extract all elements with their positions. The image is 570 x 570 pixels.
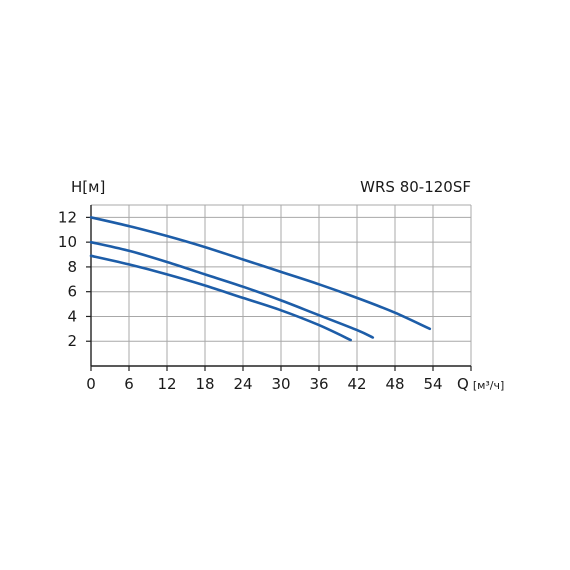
y-tick-label: 10 <box>58 233 77 251</box>
x-tick-label: 24 <box>233 375 252 393</box>
y-tick-label: 4 <box>67 307 77 325</box>
y-axis-label: H[м] <box>71 178 105 196</box>
chart-title: WRS 80-120SF <box>360 178 471 196</box>
x-tick-label: 36 <box>309 375 328 393</box>
series-line-2 <box>89 240 375 339</box>
y-tick-labels: 2 4 6 8 10 12 <box>58 208 77 350</box>
x-tick-label: 48 <box>385 375 404 393</box>
x-tick-label: 42 <box>347 375 366 393</box>
x-tick-label: 6 <box>124 375 134 393</box>
x-tick-labels: 0 6 12 18 24 30 36 42 48 54 <box>86 375 442 393</box>
series-line-1 <box>89 216 432 331</box>
chart-axes <box>86 205 472 371</box>
x-tick-label: 18 <box>195 375 214 393</box>
y-tick-label: 12 <box>58 208 77 226</box>
chart-grid <box>91 204 472 366</box>
x-tick-label: 0 <box>86 375 96 393</box>
x-axis-label: Q [м³/ч] <box>457 375 504 393</box>
series-line-3 <box>89 254 352 342</box>
x-tick-label: 12 <box>157 375 176 393</box>
x-tick-label: 54 <box>423 375 442 393</box>
y-tick-label: 8 <box>67 258 77 276</box>
x-tick-label: 30 <box>271 375 290 393</box>
y-tick-label: 6 <box>67 283 77 301</box>
y-tick-label: 2 <box>67 332 77 350</box>
series-lines <box>89 216 432 342</box>
